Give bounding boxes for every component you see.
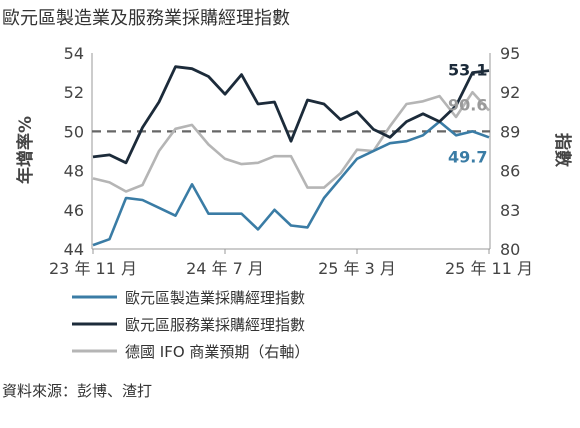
left-axis-label: 年增率%: [15, 116, 36, 184]
right-axis-label: 指數: [552, 133, 573, 167]
left-tick-label: 54: [64, 44, 84, 63]
series-lines: [92, 65, 490, 247]
x-tick-label: 25 年 3 月: [318, 259, 396, 278]
left-tick-label: 50: [64, 122, 84, 141]
left-tick-label: 48: [64, 162, 84, 181]
series-end-label: 90.6: [448, 95, 487, 114]
source-note: 資料來源：彭博、渣打: [2, 382, 152, 400]
legend-entry: 歐元區製造業採購經理指數: [125, 289, 305, 307]
legend-entry: 德國 IFO 商業預期（右軸）: [125, 343, 309, 361]
x-tick-label: 24 年 7 月: [186, 259, 264, 278]
left-tick-label: 52: [64, 83, 84, 102]
series-line: [92, 65, 490, 165]
legend-entry: 歐元區服務業採購經理指數: [125, 316, 305, 334]
series-end-label: 49.7: [448, 147, 487, 166]
axes: 年增率% 指數 44 46 48 50 52 54 80 83 86 89 92 95 23 年 11 …: [15, 44, 573, 278]
left-tick-label: 44: [64, 240, 84, 259]
chart-title: 歐元區製造業及服務業採購經理指數: [2, 8, 290, 29]
x-tick-label: 23 年 11 月: [49, 259, 137, 278]
right-tick-label: 89: [500, 122, 520, 141]
right-tick-label: 95: [500, 44, 520, 63]
series-line: [92, 120, 490, 247]
series-line: [92, 90, 490, 193]
plot-area: [91, 53, 491, 250]
right-tick-label: 92: [500, 83, 520, 102]
right-tick-label: 86: [500, 162, 520, 181]
right-tick-label: 83: [500, 201, 520, 220]
series-end-label: 53.1: [448, 61, 487, 80]
end-labels: 49.7 53.1 90.6: [448, 61, 487, 167]
right-tick-label: 80: [500, 240, 520, 259]
x-tick-label: 25 年 11 月: [445, 259, 533, 278]
left-tick-label: 46: [64, 201, 84, 220]
